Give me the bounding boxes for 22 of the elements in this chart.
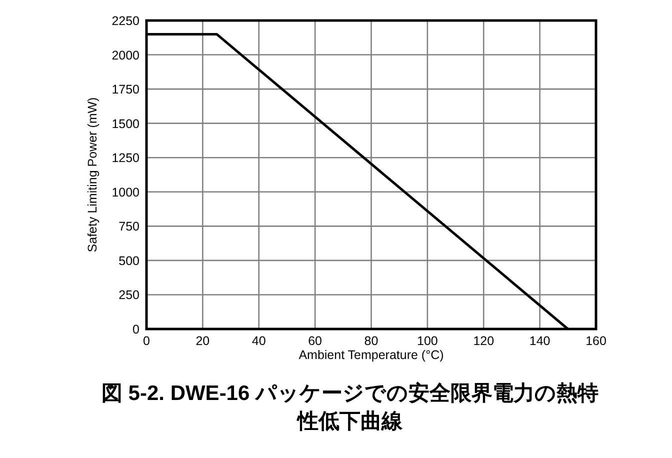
x-tick-label: 20 — [196, 334, 210, 348]
y-tick-label: 1750 — [112, 82, 140, 97]
y-axis-title: Safety Limiting Power (mW) — [86, 97, 100, 252]
x-tick-label: 40 — [252, 334, 266, 348]
x-tick-label: 140 — [529, 334, 550, 348]
y-tick-label: 2250 — [112, 14, 140, 28]
x-axis-title: Ambient Temperature (°C) — [298, 348, 444, 362]
y-tick-label: 500 — [118, 254, 140, 268]
x-tick-label: 160 — [586, 334, 606, 348]
x-tick-label: 60 — [308, 334, 322, 348]
y-tick-label: 1250 — [112, 151, 140, 166]
x-tick-label: 80 — [364, 334, 378, 348]
y-tick-label: 250 — [118, 288, 140, 302]
text: 図 5-2. DWE-16 パッケージでの安全限界電力の熱特性低下曲線 — [100, 380, 600, 435]
y-tick-label: 1000 — [112, 185, 140, 200]
x-tick-label: 100 — [417, 334, 438, 348]
y-tick-label: 0 — [132, 322, 140, 336]
y-tick-label: 2000 — [112, 48, 140, 62]
x-tick-label: 120 — [473, 334, 494, 348]
y-tick-label: 750 — [118, 220, 140, 234]
x-tick-label: 0 — [143, 334, 150, 348]
y-tick-label: 1500 — [112, 116, 140, 131]
